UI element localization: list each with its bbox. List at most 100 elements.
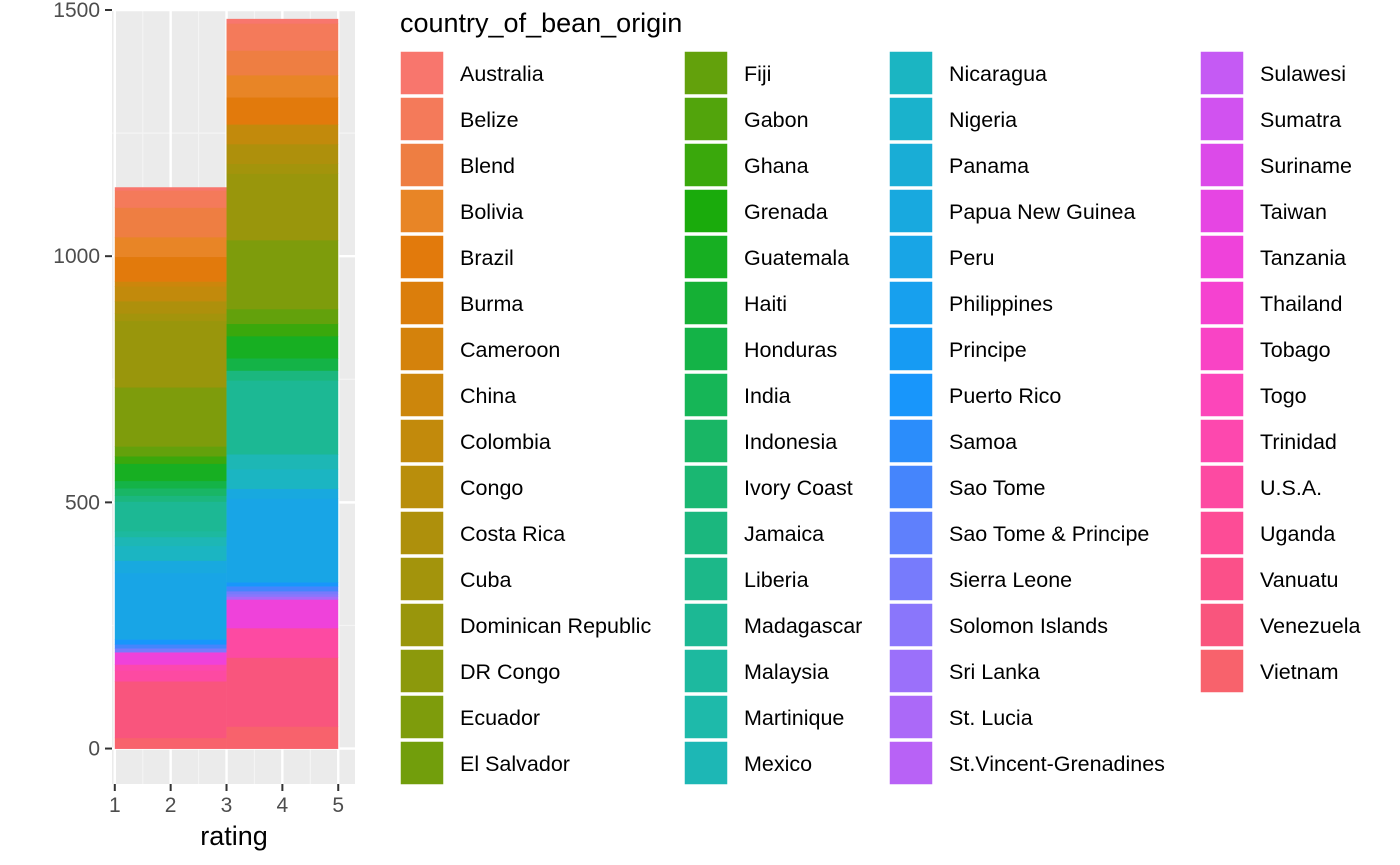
legend-label: Burma xyxy=(460,292,523,316)
bar-segment-colombia xyxy=(226,124,339,145)
legend-entry: Nicaragua xyxy=(888,50,1047,96)
bar-segment-sierra-leone xyxy=(226,590,339,595)
legend-entry: Sao Tome & Principe xyxy=(888,510,1149,556)
legend-key xyxy=(1199,188,1245,234)
legend-entry: Cuba xyxy=(399,556,511,602)
y-tick-label: 0 xyxy=(88,738,100,761)
bar-segment-mexico xyxy=(114,536,227,547)
legend-key xyxy=(1199,418,1245,464)
legend-entry: Cameroon xyxy=(399,326,560,372)
legend-key xyxy=(1199,50,1245,96)
legend-entry: Samoa xyxy=(888,418,1017,464)
legend-entry: Taiwan xyxy=(1199,188,1327,234)
legend-entry: St.Vincent-Grenadines xyxy=(888,740,1165,786)
bar-segment-costa-rica xyxy=(226,143,339,165)
legend-entry: Ghana xyxy=(683,142,809,188)
legend-label: El Salvador xyxy=(460,752,570,776)
legend-key xyxy=(1199,648,1245,694)
legend-key xyxy=(1199,510,1245,556)
legend-label: Nigeria xyxy=(949,108,1017,132)
legend-entry: Australia xyxy=(399,50,544,96)
legend-label: Principe xyxy=(949,338,1027,362)
legend-entry: Haiti xyxy=(683,280,787,326)
legend-key xyxy=(399,648,445,694)
legend-key xyxy=(683,280,729,326)
bar-segment-dominican-republic xyxy=(226,173,339,241)
legend-label: Cameroon xyxy=(460,338,560,362)
legend-label: Grenada xyxy=(744,200,828,224)
legend-label: Suriname xyxy=(1260,154,1352,178)
legend-key xyxy=(399,694,445,740)
legend-label: Cuba xyxy=(460,568,511,592)
legend-label: Ecuador xyxy=(460,706,540,730)
x-tick-label: 3 xyxy=(221,794,233,817)
legend-items: Australia Belize Blend Bolivia Brazil Burma Ca… xyxy=(399,50,1360,786)
legend-key xyxy=(399,188,445,234)
bar-segment-bolivia xyxy=(226,74,339,98)
bar-segment-mexico xyxy=(226,454,339,470)
legend-label: Thailand xyxy=(1260,292,1342,316)
bar-segment-australia xyxy=(226,18,339,24)
bar-segment-sierra-leone xyxy=(114,648,227,653)
legend-label: St.Vincent-Grenadines xyxy=(949,752,1165,776)
legend-key xyxy=(399,418,445,464)
legend-label: Panama xyxy=(949,154,1029,178)
legend-label: Gabon xyxy=(744,108,809,132)
histogram-bars xyxy=(114,18,339,749)
bar-segment-belize xyxy=(114,190,227,208)
legend-label: China xyxy=(460,384,516,408)
bar-segment-blend xyxy=(226,50,339,76)
legend-entry: Brazil xyxy=(399,234,514,280)
x-tick-label: 1 xyxy=(109,794,121,817)
legend-label: Liberia xyxy=(744,568,809,592)
legend-label: Bolivia xyxy=(460,200,523,224)
legend-label: Uganda xyxy=(1260,522,1335,546)
bar-segment-sao-tome xyxy=(226,586,339,592)
legend-label: Mexico xyxy=(744,752,812,776)
legend-key xyxy=(1199,372,1245,418)
legend-label: Sao Tome & Principe xyxy=(949,522,1149,546)
legend-entry: Liberia xyxy=(683,556,809,602)
bar-segment-fiji xyxy=(114,446,227,457)
legend-entry: Costa Rica xyxy=(399,510,565,556)
bar-segment-solomon-islands xyxy=(226,593,339,597)
bar-segment-belize xyxy=(226,23,339,51)
bar-segment-guatemala xyxy=(226,335,339,359)
legend-entry: Congo xyxy=(399,464,523,510)
bar-segment-trinidad xyxy=(114,664,227,671)
legend-entry: Sao Tome xyxy=(888,464,1045,510)
legend-key xyxy=(399,50,445,96)
x-axis-title: rating xyxy=(200,821,268,851)
legend-key xyxy=(399,372,445,418)
legend-entry: Fiji xyxy=(683,50,771,96)
legend-key xyxy=(888,464,934,510)
legend-label: Togo xyxy=(1260,384,1307,408)
bar-segment-nicaragua xyxy=(226,468,339,489)
legend-label: Vietnam xyxy=(1260,660,1338,684)
legend-entry: DR Congo xyxy=(399,648,560,694)
legend-entry: Colombia xyxy=(399,418,551,464)
legend-key xyxy=(1199,234,1245,280)
bar-segment-brazil xyxy=(114,256,227,282)
legend-entry: Dominican Republic xyxy=(399,602,651,648)
legend-key xyxy=(683,234,729,280)
legend-entry: Ivory Coast xyxy=(683,464,853,510)
legend-label: Sumatra xyxy=(1260,108,1341,132)
legend-entry: Malaysia xyxy=(683,648,829,694)
legend-entry: Tobago xyxy=(1199,326,1331,372)
legend-key xyxy=(683,648,729,694)
legend-label: St. Lucia xyxy=(949,706,1033,730)
legend: country_of_bean_origin Australia Belize Bl… xyxy=(399,8,1360,786)
legend-entry: Principe xyxy=(888,326,1027,372)
legend-label: Papua New Guinea xyxy=(949,200,1135,224)
legend-entry: India xyxy=(683,372,791,418)
legend-entry: Ecuador xyxy=(399,694,540,740)
legend-label: Samoa xyxy=(949,430,1017,454)
legend-key xyxy=(683,510,729,556)
legend-key xyxy=(888,556,934,602)
bar-segment-peru xyxy=(114,572,227,640)
legend-label: Madagascar xyxy=(744,614,862,638)
legend-entry: Philippines xyxy=(888,280,1053,326)
legend-label: Sulawesi xyxy=(1260,62,1346,86)
legend-key xyxy=(683,326,729,372)
